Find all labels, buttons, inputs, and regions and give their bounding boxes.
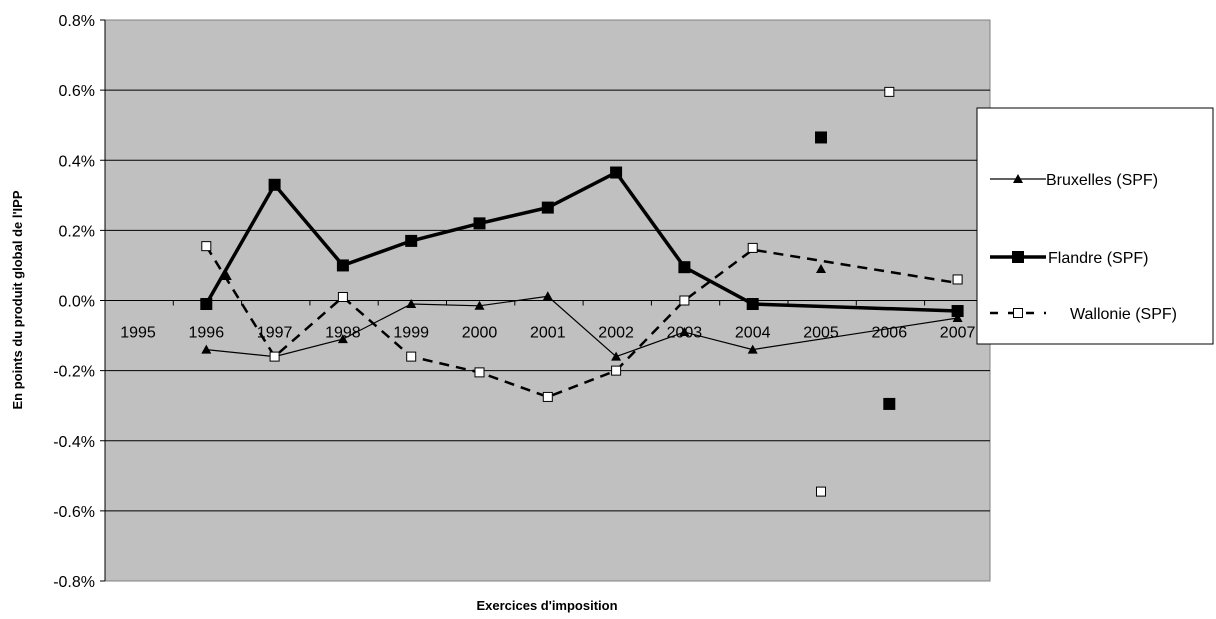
data-point-1 (678, 261, 691, 274)
data-point-1 (473, 217, 486, 230)
x-tick-label: 2002 (598, 325, 634, 342)
data-point-0 (221, 270, 232, 280)
data-point-0 (542, 291, 553, 301)
x-tick-label: 1997 (257, 325, 293, 342)
data-point-1 (268, 178, 281, 191)
x-tick-label: 1995 (120, 325, 156, 342)
data-point-1 (610, 166, 623, 179)
data-point-0 (474, 300, 485, 310)
data-point-1 (541, 201, 554, 214)
data-point-2 (406, 351, 417, 362)
gridlines (105, 89, 990, 512)
data-point-1 (336, 259, 349, 272)
legend-items: Bruxelles (SPF) Flandre (SPF) Wallonie (SP… (990, 172, 1177, 323)
legend-box (976, 107, 1214, 345)
y-axis-ticks: 0.8% 0.6% 0.4% 0.2% 0.0% -0.2% -0.4% -0.6% -0.8% (53, 13, 106, 591)
legend-marker-2 (1013, 308, 1023, 318)
y-tick-label: 0.2% (59, 223, 95, 240)
data-point-1 (951, 305, 964, 318)
series-line-2 (205, 245, 958, 399)
y-tick-label: 0.0% (59, 294, 95, 311)
data-point-0 (952, 313, 963, 323)
data-point-2 (269, 351, 280, 362)
x-tick-label: 1999 (393, 325, 429, 342)
y-axis-title: En points du produit global de l'IPP (10, 190, 25, 409)
y-tick-label: -0.4% (53, 434, 95, 451)
series-line-1 (204, 170, 958, 313)
series-markers (200, 86, 964, 497)
data-point-0 (406, 299, 417, 309)
data-point-0 (337, 334, 348, 344)
data-point-0 (816, 263, 826, 273)
x-axis-title: Exercices d'imposition (476, 598, 617, 613)
data-point-2 (747, 242, 758, 253)
legend: Bruxelles (SPF) Flandre (SPF) Wallonie (SP… (976, 107, 1214, 345)
y-tick-label: -0.8% (53, 574, 95, 591)
data-point-1 (405, 234, 418, 247)
data-point-1 (815, 131, 827, 144)
legend-marker-1 (1012, 251, 1024, 263)
data-point-0 (747, 344, 758, 354)
data-point-0 (201, 344, 212, 354)
data-point-1 (200, 298, 213, 311)
x-tick-label: 2007 (940, 325, 976, 342)
data-point-2 (952, 274, 963, 285)
data-point-2 (679, 295, 690, 306)
legend-label-2: Wallonie (SPF) (1070, 306, 1177, 323)
data-point-2 (474, 367, 485, 378)
data-point-2 (201, 241, 212, 252)
legend-marker-0 (1013, 174, 1023, 183)
y-tick-label: 0.6% (59, 83, 95, 100)
data-point-1 (883, 397, 896, 410)
data-point-2 (884, 86, 895, 97)
legend-label-1: Flandre (SPF) (1048, 250, 1148, 267)
data-point-2 (542, 391, 553, 402)
data-point-2 (816, 486, 826, 497)
x-tick-label: 2001 (530, 325, 566, 342)
x-tick-label: 2004 (735, 325, 771, 342)
y-tick-label: 0.8% (59, 13, 95, 30)
y-tick-label: 0.4% (59, 153, 95, 170)
x-tick-label: 2000 (462, 325, 498, 342)
x-tick-label: 1998 (325, 325, 361, 342)
y-tick-label: -0.6% (53, 504, 95, 521)
x-tick-label: 2006 (872, 325, 908, 342)
legend-label-0: Bruxelles (SPF) (1046, 172, 1158, 189)
series-line-0 (206, 295, 958, 358)
data-point-2 (337, 291, 348, 302)
series-lines (204, 170, 958, 399)
x-tick-label: 1996 (189, 325, 225, 342)
data-point-0 (611, 351, 622, 361)
data-point-2 (611, 365, 622, 376)
y-tick-label: -0.2% (53, 364, 95, 381)
data-point-1 (746, 298, 759, 311)
data-point-0 (679, 327, 690, 337)
